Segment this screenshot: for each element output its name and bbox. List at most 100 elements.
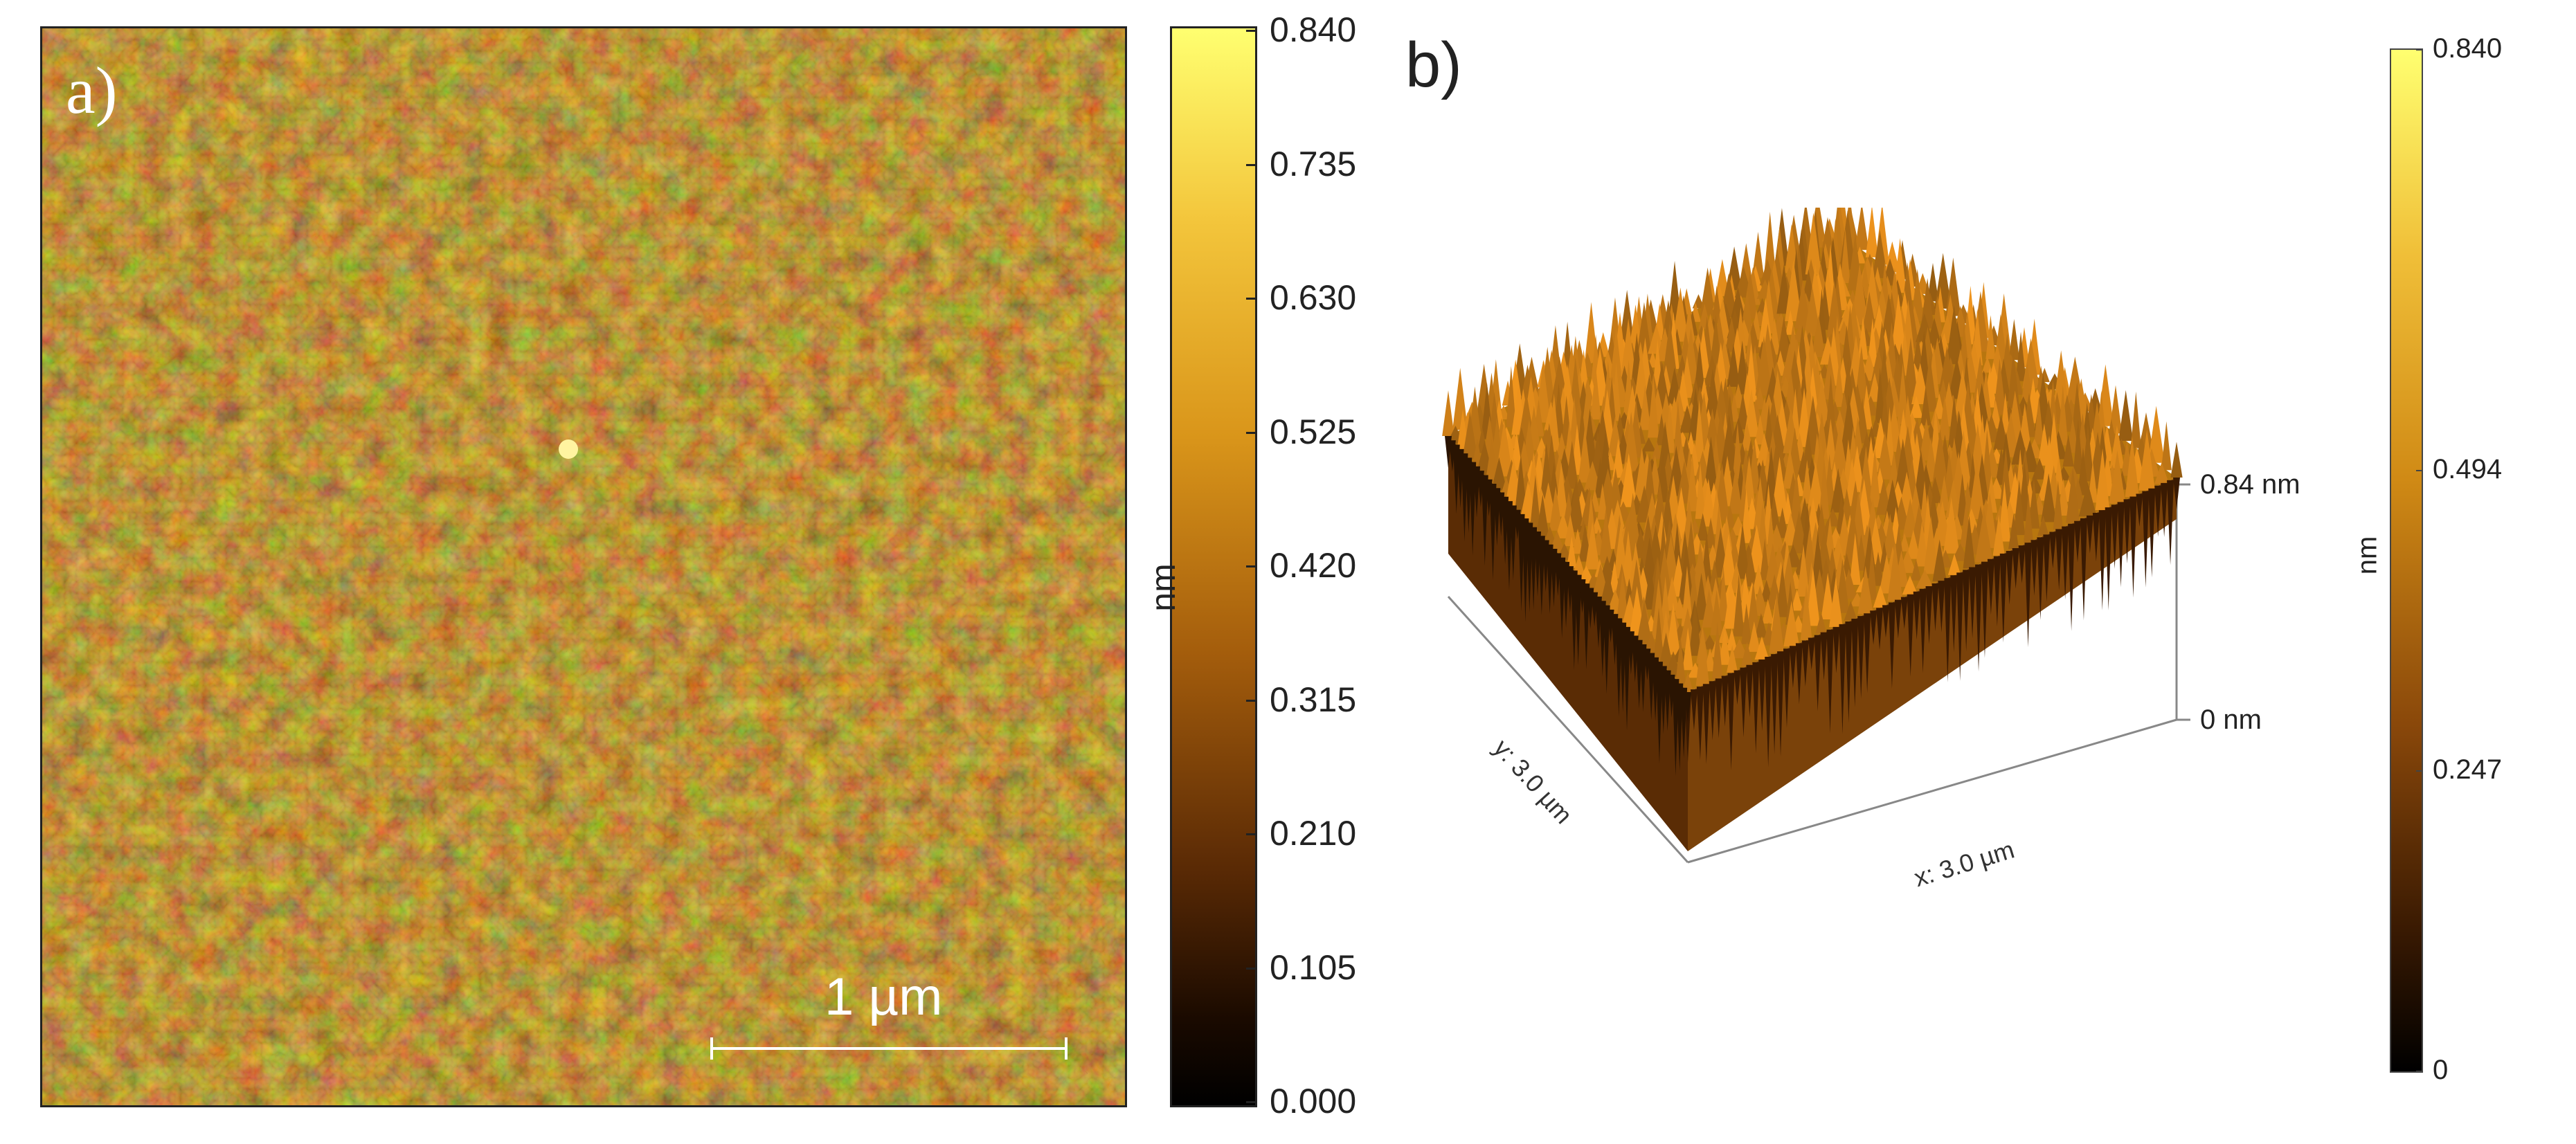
surface-spike — [1947, 553, 1961, 575]
surface-spike — [1585, 521, 1601, 570]
panel-a-colorbar-tick-mark — [1246, 1101, 1257, 1103]
surface-spike — [1826, 280, 1842, 338]
surface-spike — [1733, 574, 1745, 637]
surface-spike — [1834, 361, 1844, 407]
surface-spike — [2138, 429, 2156, 491]
surface-edge-fringe — [1857, 616, 1865, 699]
surface-edge-fringe — [1907, 594, 1914, 677]
surface-spike — [1681, 565, 1693, 626]
surface-edge-fringe — [1894, 599, 1902, 639]
surface-edge-fringe — [1950, 575, 1958, 653]
surface-edge-fringe — [1999, 553, 2007, 643]
surface-spike — [1660, 576, 1670, 625]
surface-spike — [1821, 572, 1835, 620]
surface-spike — [1729, 561, 1743, 593]
surface-spike — [2015, 332, 2026, 381]
surface-edge-fringe — [2105, 507, 2112, 610]
surface-spike — [1825, 374, 1837, 435]
surface-edge-fringe — [2086, 515, 2093, 554]
surface-spike — [1902, 498, 1918, 538]
surface-spike — [1540, 443, 1553, 502]
surface-spike — [2013, 479, 2026, 536]
surface-edge-fringe — [1888, 602, 1895, 689]
surface-spike — [1736, 523, 1750, 579]
surface-edge-fringe — [2148, 488, 2156, 578]
panel-b-colorbar-tick-label: 0 — [2433, 1055, 2449, 1085]
surface-edge-fringe — [1469, 462, 1477, 556]
surface-spike — [1616, 570, 1629, 623]
surface-edge-fringe — [1481, 475, 1488, 566]
surface-spike — [1692, 540, 1709, 599]
surface-spike — [1869, 448, 1881, 507]
surface-spike — [1760, 538, 1770, 581]
surface-spike — [1938, 345, 1956, 392]
surface-spike — [2007, 350, 2020, 409]
surface-spike — [1709, 559, 1720, 592]
surface-spike — [1543, 526, 1557, 545]
panel-a-colorbar-tick-mark — [1246, 967, 1257, 970]
surface-spike — [1568, 479, 1585, 532]
surface-spike — [1938, 475, 1950, 511]
surface-spike — [1993, 358, 2006, 415]
surface-spike — [1664, 576, 1679, 611]
surface-spike — [1849, 532, 1861, 585]
surface-spike — [1688, 600, 1702, 656]
surface-spike — [1555, 511, 1571, 538]
surface-spike — [1841, 488, 1853, 520]
surface-spike — [1727, 343, 1740, 387]
surface-edge-fringe — [1963, 570, 1970, 652]
surface-edge-fringe — [1721, 675, 1729, 727]
surface-edge-fringe — [2080, 518, 2087, 621]
surface-spike — [1890, 293, 1907, 355]
surface-edge-fringe — [1684, 692, 1691, 723]
surface-spike — [1736, 392, 1749, 430]
surface-edge-fringe — [2049, 532, 2057, 569]
surface-spike — [1715, 259, 1730, 296]
surface-spike — [1724, 394, 1735, 436]
surface-spike — [1651, 579, 1666, 639]
surface-spike — [1822, 352, 1838, 400]
surface-spike — [1639, 385, 1651, 430]
surface-edge-fringe — [2062, 526, 2069, 600]
surface-spike — [1549, 530, 1565, 553]
surface-edge-fringe — [1987, 559, 1994, 615]
surface-spike — [1803, 430, 1814, 469]
surface-edge-fringe — [2154, 485, 2162, 537]
panel-a-colorbar-tick-mark — [1246, 833, 1257, 835]
surface-spike — [1740, 642, 1754, 666]
panel-a-colorbar-tick-label: 0.210 — [1270, 814, 1357, 853]
surface-edge-fringe — [1783, 648, 1790, 728]
panel-a-colorbar-tick-label: 0.315 — [1270, 680, 1357, 719]
surface-spike — [1695, 625, 1710, 686]
surface-spike — [1882, 514, 1898, 559]
surface-edge-fringe — [1925, 585, 1933, 644]
surface-spike — [2109, 450, 2126, 504]
surface-spike — [1875, 367, 1885, 424]
surface-spike — [1754, 613, 1768, 638]
surface-spike — [1872, 552, 1884, 586]
surface-spike — [1549, 486, 1562, 531]
z-axis-bottom-label: 0 nm — [2200, 705, 2262, 735]
surface-spike — [1963, 515, 1976, 569]
surface-spike — [1675, 635, 1686, 684]
surface-spike — [1730, 638, 1749, 659]
surface-spike — [1776, 264, 1792, 314]
surface-spike — [1764, 543, 1781, 588]
surface-edge-fringe — [1758, 659, 1766, 732]
surface-spike — [1945, 305, 1963, 365]
surface-spike — [1599, 570, 1616, 607]
surface-spike — [1666, 602, 1681, 655]
surface-spike — [1850, 264, 1868, 325]
surface-spike — [1710, 590, 1723, 635]
surface-spike — [1916, 520, 1929, 567]
surface-spike — [1735, 341, 1749, 394]
surface-spike — [2077, 447, 2089, 496]
surface-spike — [2125, 436, 2139, 498]
surface-spike — [1628, 559, 1646, 616]
surface-spike — [1796, 543, 1810, 597]
surface-spike — [2008, 514, 2019, 550]
surface-spike — [1880, 293, 1898, 347]
surface-edge-fringe — [1969, 567, 1976, 639]
surface-spike — [1702, 589, 1716, 628]
surface-spike — [1934, 253, 1952, 309]
